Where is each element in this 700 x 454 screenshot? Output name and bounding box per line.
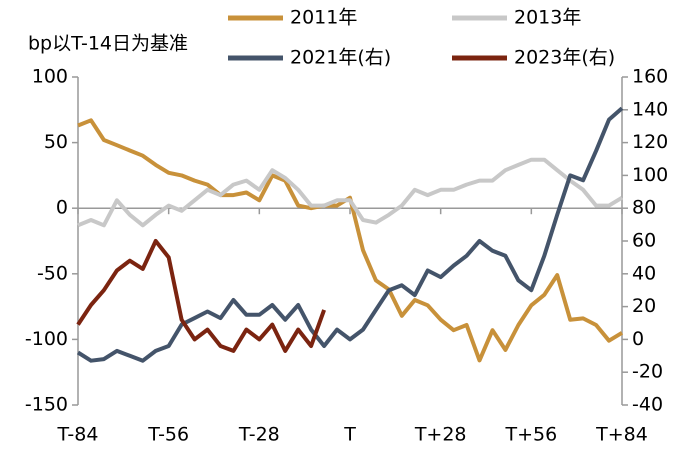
- y-tick-label: 100: [32, 66, 68, 88]
- y2-tick-label: 100: [632, 164, 668, 186]
- x-tick-label: T-84: [57, 424, 99, 446]
- y-tick-label: -150: [25, 394, 68, 416]
- series-line: [77, 118, 624, 363]
- x-tick-label: T+28: [414, 424, 467, 446]
- legend-label: 2023年(右): [514, 47, 615, 69]
- y2-tick-label: 0: [632, 328, 644, 350]
- series-line: [76, 239, 326, 353]
- y2-tick-label: -40: [632, 394, 663, 416]
- y-tick-label: -100: [25, 328, 68, 350]
- legend-label: 2021年(右): [290, 47, 391, 69]
- y-tick-label: 50: [44, 131, 68, 153]
- y2-tick-label: 20: [632, 295, 656, 317]
- x-tick-label: T+84: [595, 424, 648, 446]
- y2-tick-label: -20: [632, 361, 663, 383]
- y2-tick-label: 40: [632, 262, 656, 284]
- y2-tick-label: 120: [632, 131, 668, 153]
- legend-label: 2011年: [290, 7, 357, 29]
- x-tick-label: T: [343, 424, 356, 446]
- y2-tick-label: 140: [632, 98, 668, 120]
- series-line: [77, 157, 624, 228]
- series-line: [76, 106, 624, 363]
- y-tick-label: -50: [37, 262, 68, 284]
- y2-tick-label: 160: [632, 66, 668, 88]
- x-tick-label: T-28: [238, 424, 280, 446]
- x-tick-label: T-56: [147, 424, 189, 446]
- y2-tick-label: 60: [632, 230, 656, 252]
- y-axis-label: bp以T-14日为基准: [28, 33, 188, 55]
- y-tick-label: 0: [56, 197, 68, 219]
- y2-tick-label: 80: [632, 197, 656, 219]
- legend-label: 2013年: [514, 7, 581, 29]
- x-tick-label: T+56: [504, 424, 557, 446]
